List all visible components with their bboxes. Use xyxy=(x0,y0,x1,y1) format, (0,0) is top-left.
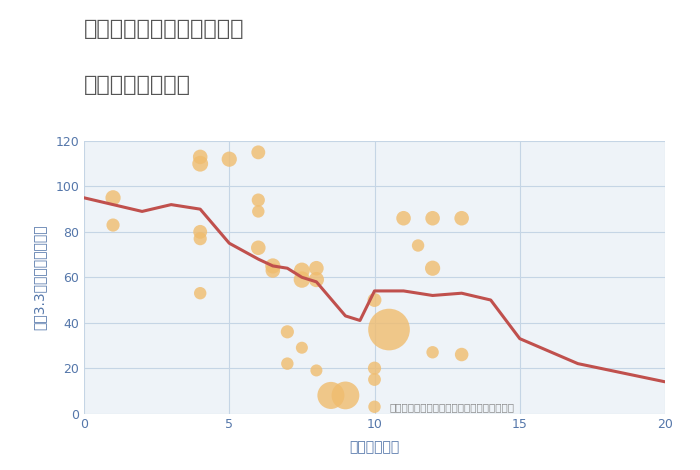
Text: 神奈川県横浜市南区庚台の: 神奈川県横浜市南区庚台の xyxy=(84,19,244,39)
Point xyxy=(369,364,380,372)
Point xyxy=(427,214,438,222)
Point xyxy=(267,266,279,274)
Text: 駅距離別土地価格: 駅距離別土地価格 xyxy=(84,75,191,95)
Point xyxy=(195,290,206,297)
Point xyxy=(267,262,279,270)
Point xyxy=(427,348,438,356)
Point xyxy=(311,367,322,374)
Point xyxy=(281,360,293,368)
Point xyxy=(296,266,307,274)
Point xyxy=(412,242,423,249)
Text: 円の大きさは、取引のあった物件面積を示す: 円の大きさは、取引のあった物件面積を示す xyxy=(389,402,514,412)
Point xyxy=(340,392,351,399)
Y-axis label: 坪（3.3㎡）単価（万円）: 坪（3.3㎡）単価（万円） xyxy=(33,225,47,330)
Point xyxy=(195,228,206,235)
Point xyxy=(108,221,119,229)
Point xyxy=(456,351,468,358)
Point xyxy=(369,296,380,304)
Point xyxy=(195,160,206,167)
Point xyxy=(427,265,438,272)
Point xyxy=(384,326,395,333)
Point xyxy=(253,196,264,204)
Point xyxy=(195,235,206,243)
Point xyxy=(195,153,206,161)
Point xyxy=(253,149,264,156)
Point xyxy=(369,403,380,411)
Point xyxy=(281,328,293,336)
Point xyxy=(369,376,380,384)
Point xyxy=(296,344,307,352)
Point xyxy=(253,244,264,251)
Point xyxy=(108,194,119,202)
Point xyxy=(398,214,409,222)
Point xyxy=(456,214,468,222)
Point xyxy=(253,208,264,215)
Point xyxy=(311,276,322,283)
X-axis label: 駅距離（分）: 駅距離（分） xyxy=(349,440,400,454)
Point xyxy=(224,156,235,163)
Point xyxy=(296,276,307,283)
Point xyxy=(326,392,337,399)
Point xyxy=(311,265,322,272)
